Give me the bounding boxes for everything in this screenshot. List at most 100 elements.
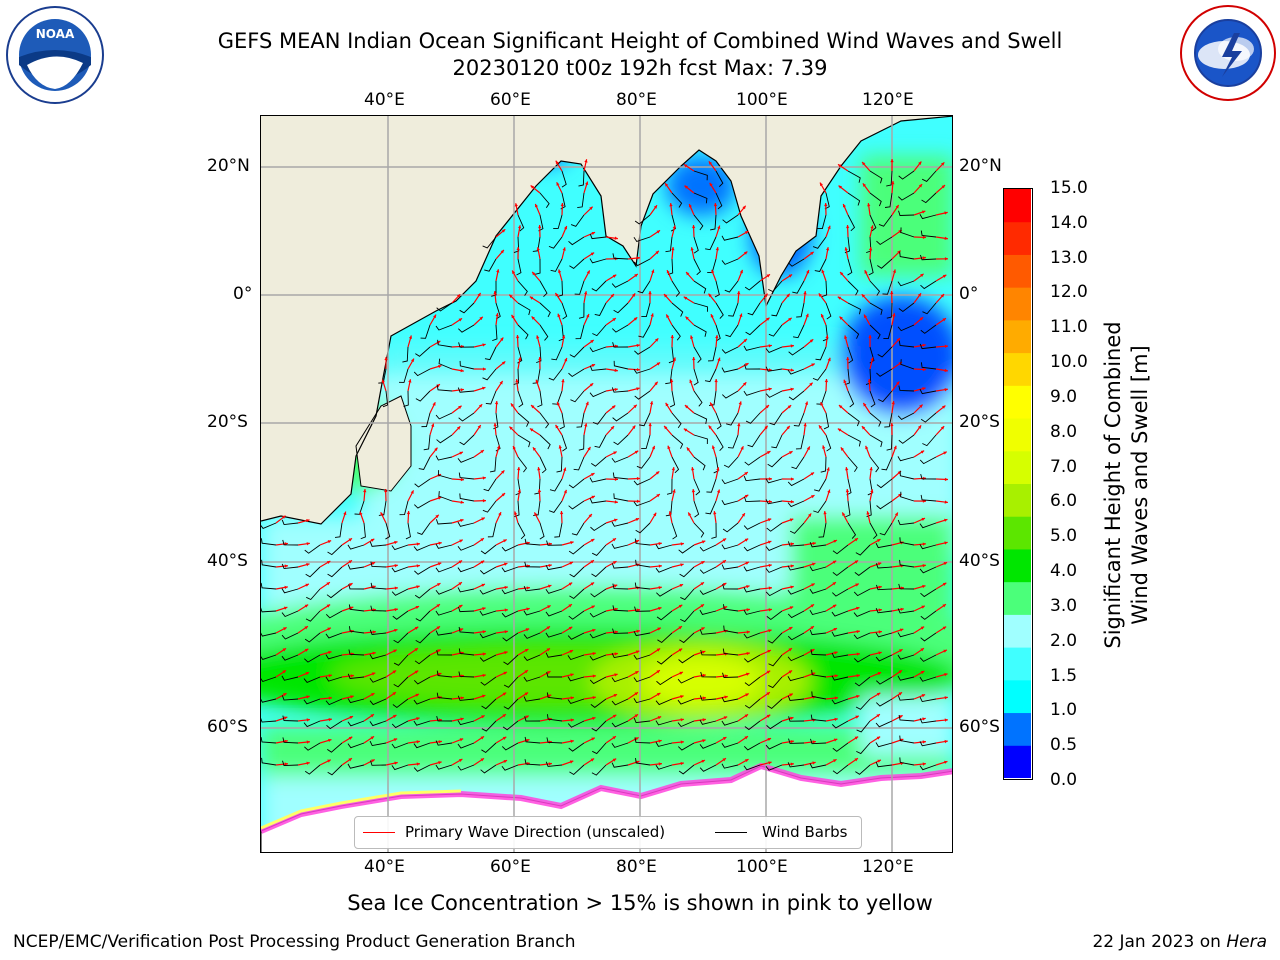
wind-barb — [875, 742, 893, 748]
wave-direction-arrowhead — [416, 585, 420, 589]
wind-barb — [715, 302, 724, 319]
wind-barb — [479, 632, 497, 639]
wave-direction-arrowhead — [458, 318, 463, 322]
wave-direction-arrowhead — [477, 292, 481, 297]
wind-barb — [655, 741, 673, 747]
wind-barb — [637, 280, 651, 294]
wind-barb — [809, 566, 827, 572]
wave-direction-arrowhead — [790, 585, 794, 589]
wave-direction-arrowhead — [656, 648, 661, 652]
wave-direction-arrowhead — [592, 628, 596, 633]
wave-direction-arrowhead — [384, 357, 388, 361]
wave-direction-arrowhead — [826, 467, 830, 471]
wave-direction-arrowhead — [408, 335, 413, 339]
wave-direction-arrowhead — [648, 291, 652, 295]
wave-direction-arrowhead — [843, 379, 847, 384]
wave-direction-arrowhead — [866, 511, 870, 515]
wind-barb — [480, 676, 497, 686]
wave-direction-arrowhead — [823, 511, 827, 515]
wave-direction-arrowhead — [570, 696, 574, 700]
wave-direction-arrowhead — [714, 379, 718, 383]
wave-direction-arrowhead — [690, 335, 694, 339]
wave-direction-arrowhead — [709, 182, 713, 187]
wind-barb — [393, 632, 409, 644]
wind-barb — [679, 566, 695, 578]
wind-barb — [920, 254, 937, 261]
wave-direction-arrowhead — [670, 335, 674, 339]
wind-barb — [549, 500, 563, 513]
wave-direction-arrowhead — [844, 247, 848, 251]
wind-barb — [370, 760, 387, 766]
wind-barb — [517, 390, 524, 408]
wave-direction-arrowhead — [678, 626, 682, 630]
wind-barb — [261, 698, 277, 703]
wave-direction-arrowhead — [833, 539, 837, 543]
wave-direction-arrowhead — [890, 423, 894, 427]
wind-barb — [743, 587, 761, 593]
colorbar-swatch — [1004, 319, 1031, 354]
wind-barb — [671, 434, 684, 449]
wave-direction-arrowhead — [821, 269, 825, 274]
wave-direction-arrowhead — [684, 405, 689, 409]
wave-direction-arrowhead — [683, 164, 688, 168]
wind-barb — [693, 500, 700, 518]
wind-barb — [765, 366, 783, 372]
wave-direction-arrowhead — [811, 363, 815, 367]
wave-direction-arrowhead — [612, 318, 616, 322]
wave-direction-arrowhead — [328, 696, 332, 700]
wind-barb — [517, 522, 526, 540]
wave-direction-arrowhead — [654, 381, 658, 386]
wave-direction-arrowhead — [658, 739, 662, 743]
wave-direction-arrowhead — [708, 161, 713, 165]
wave-direction-arrowhead — [683, 296, 688, 300]
wind-barb — [611, 387, 629, 393]
wave-direction-arrowhead — [702, 696, 706, 700]
wave-direction-arrowhead — [568, 582, 573, 586]
wave-direction-arrowhead — [570, 739, 574, 743]
wave-direction-arrowhead — [568, 604, 572, 608]
wave-direction-arrowhead — [591, 495, 595, 499]
wave-direction-arrowhead — [741, 513, 745, 517]
wave-direction-arrowhead — [944, 541, 948, 545]
wind-barb — [699, 629, 717, 635]
lat-tick-left-20n: 20°N — [207, 156, 250, 176]
wave-direction-arrowhead — [434, 447, 438, 452]
noaa-logo-text: NOAA — [36, 27, 75, 41]
wind-barb — [393, 676, 409, 688]
wave-direction-arrowhead — [744, 231, 749, 235]
wave-direction-arrowhead — [482, 673, 486, 678]
wave-direction-arrowhead — [842, 512, 846, 516]
wave-direction-arrowhead — [790, 368, 794, 372]
wave-direction-arrowhead — [809, 382, 813, 386]
wind-barb — [458, 342, 475, 348]
wind-barb — [865, 368, 872, 385]
wind-barb — [391, 566, 409, 573]
wind-barb — [303, 676, 321, 684]
wave-direction-arrowhead — [614, 477, 618, 481]
colorbar-swatch — [1004, 548, 1031, 583]
wave-direction-arrowhead — [502, 714, 506, 718]
wave-direction-arrowhead — [855, 583, 859, 587]
wind-barb — [919, 522, 937, 529]
wave-direction-arrowhead — [482, 607, 486, 611]
colorbar-tick-label: 15.0 — [1050, 178, 1088, 198]
wind-barb — [693, 258, 701, 276]
wind-barb — [589, 676, 607, 685]
wave-direction-arrowhead — [691, 467, 695, 471]
wind-barb — [847, 522, 857, 539]
wave-direction-arrowhead — [944, 236, 948, 240]
wave-direction-arrowhead — [702, 718, 706, 722]
wave-direction-arrowhead — [838, 405, 843, 409]
wave-direction-arrowhead — [900, 607, 904, 612]
wind-barb — [545, 564, 563, 571]
wind-barb — [347, 720, 365, 727]
wind-barb — [546, 672, 563, 678]
wave-direction-arrowhead — [635, 671, 639, 675]
wind-barb — [921, 170, 937, 182]
wind-barb — [721, 742, 739, 748]
wind-barb — [503, 676, 519, 688]
wave-direction-arrowhead — [349, 606, 354, 610]
wind-barb — [633, 630, 651, 637]
wave-direction-arrowhead — [393, 649, 397, 653]
wave-direction-arrowhead — [678, 648, 683, 652]
